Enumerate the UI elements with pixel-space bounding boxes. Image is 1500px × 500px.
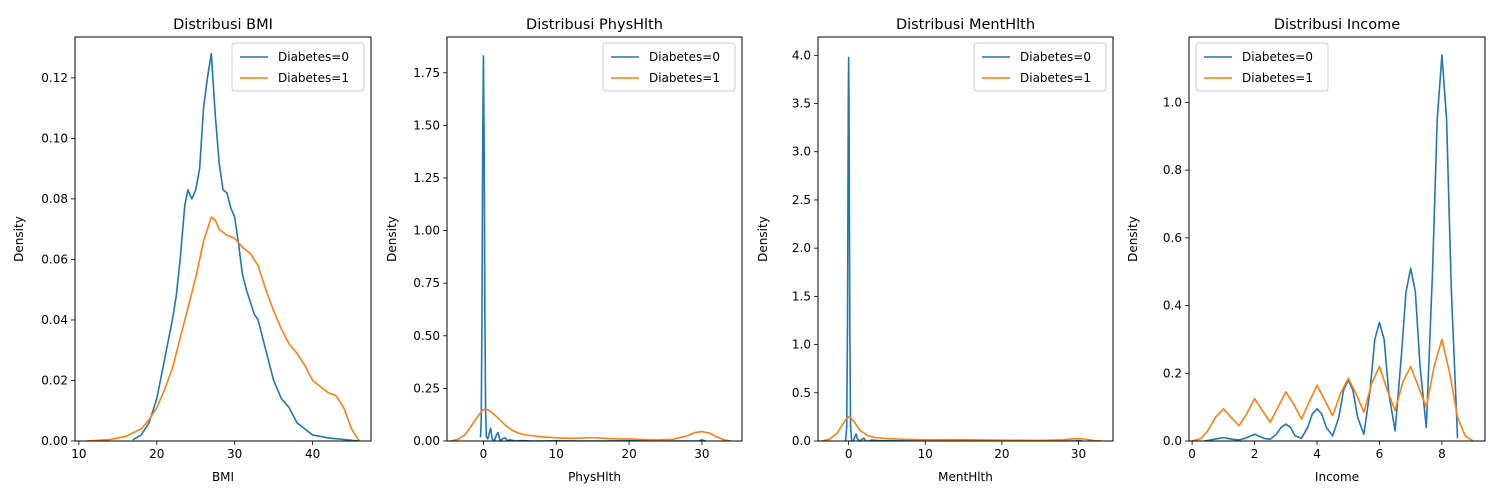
series-line-diabetes-1 [449, 408, 732, 441]
chart-panel-1: 10 20 30 40 0.00 0.02 0.04 0.06 0.08 0.10 0.12 Dist… [12, 17, 372, 484]
legend-label: Diabetes=0 [1242, 50, 1313, 64]
y-axis-label: Density [1126, 216, 1140, 262]
chart-panel-3: 0 10 20 30 0.0 0.5 1.0 1.5 2.0 2.5 3.0 3.5 4.0 Distri… [756, 17, 1114, 484]
plot-frame [446, 36, 743, 442]
y-tick-label: 0.0 [1163, 434, 1182, 448]
y-tick-label: 1.0 [792, 338, 811, 352]
x-tick-label: 20 [149, 447, 164, 461]
x-axis-label: BMI [212, 470, 234, 484]
y-tick-label: 4.0 [792, 48, 811, 62]
y-tick-label: 1.0 [1163, 95, 1182, 109]
legend-box [602, 42, 736, 92]
legend-label: Diabetes=1 [1020, 71, 1091, 85]
legend: Diabetes=0 Diabetes=1 [973, 42, 1107, 92]
series-line-diabetes-1 [821, 416, 1103, 441]
legend-label: Diabetes=1 [1242, 71, 1313, 85]
chart-panel-4: 0 2 4 6 8 0.0 0.2 0.4 0.6 0.8 1.0 Distribusi Income… [1126, 17, 1486, 484]
series-line-diabetes-1 [1191, 338, 1474, 441]
y-tick-label: 0.4 [1163, 299, 1182, 313]
x-tick-label: 0 [845, 447, 853, 461]
y-tick-label: 0.00 [413, 434, 440, 448]
x-axis-label: PhysHlth [568, 470, 621, 484]
x-tick-label: 0 [1188, 447, 1196, 461]
x-tick-label: 2 [1251, 447, 1259, 461]
x-tick-label: 10 [71, 447, 86, 461]
y-tick-label: 0.12 [41, 71, 68, 85]
plot-frame [817, 36, 1114, 442]
series-line-diabetes-0 [132, 52, 361, 441]
y-tick-label: 0.04 [41, 313, 68, 327]
y-tick-label: 0.02 [41, 373, 68, 387]
chart-title: Distribusi BMI [173, 17, 273, 33]
legend-label: Diabetes=0 [278, 50, 349, 64]
y-axis-label: Density [756, 216, 770, 262]
y-tick-label: 2.5 [792, 193, 811, 207]
y-axis-label: Density [385, 216, 399, 262]
x-tick-label: 8 [1438, 447, 1446, 461]
y-tick-label: 1.00 [413, 224, 440, 238]
legend-label: Diabetes=1 [649, 71, 720, 85]
y-tick-label: 0.6 [1163, 231, 1182, 245]
x-tick-label: 30 [1071, 447, 1086, 461]
legend: Diabetes=0 Diabetes=1 [231, 42, 365, 92]
x-tick-label: 10 [918, 447, 933, 461]
y-tick-label: 0.75 [413, 276, 440, 290]
x-tick-label: 40 [305, 447, 320, 461]
y-tick-label: 0.08 [41, 192, 68, 206]
y-tick-label: 0.10 [41, 131, 68, 145]
y-tick-label: 0.00 [41, 434, 68, 448]
y-tick-label: 1.50 [413, 118, 440, 132]
x-tick-label: 30 [227, 447, 242, 461]
chart-panel-2: 0 10 20 30 0.00 0.25 0.50 0.75 1.00 1.25 1.50 1.75 D… [385, 17, 743, 484]
legend-label: Diabetes=0 [1020, 50, 1091, 64]
y-tick-label: 0.0 [792, 434, 811, 448]
y-tick-label: 0.25 [413, 381, 440, 395]
y-tick-label: 3.0 [792, 145, 811, 159]
y-tick-label: 2.0 [792, 241, 811, 255]
y-axis-label: Density [12, 216, 26, 262]
legend-box [231, 42, 365, 92]
y-tick-label: 0.50 [413, 329, 440, 343]
legend: Diabetes=0 Diabetes=1 [602, 42, 736, 92]
y-tick-label: 1.5 [792, 289, 811, 303]
x-tick-label: 20 [994, 447, 1009, 461]
x-axis-label: Income [1315, 470, 1359, 484]
series-line-diabetes-0 [844, 56, 1084, 441]
series-line-diabetes-1 [85, 216, 361, 441]
series-line-diabetes-0 [1203, 54, 1459, 441]
legend-label: Diabetes=0 [649, 50, 720, 64]
x-tick-label: 0 [480, 447, 488, 461]
y-tick-label: 3.5 [792, 97, 811, 111]
y-tick-label: 0.8 [1163, 163, 1182, 177]
legend: Diabetes=0 Diabetes=1 [1195, 42, 1329, 92]
chart-title: Distribusi Income [1274, 17, 1400, 33]
y-tick-label: 0.5 [792, 386, 811, 400]
y-tick-label: 1.25 [413, 171, 440, 185]
legend-label: Diabetes=1 [278, 71, 349, 85]
chart-title: Distribusi MentHlth [896, 17, 1035, 33]
y-tick-label: 0.2 [1163, 366, 1182, 380]
y-tick-label: 0.06 [41, 252, 68, 266]
x-axis-label: MentHlth [938, 470, 993, 484]
legend-box [973, 42, 1107, 92]
plot-frame [74, 36, 372, 442]
x-tick-label: 6 [1376, 447, 1384, 461]
x-tick-label: 4 [1313, 447, 1321, 461]
x-tick-label: 10 [549, 447, 564, 461]
legend-box [1195, 42, 1329, 92]
x-tick-label: 30 [694, 447, 709, 461]
chart-title: Distribusi PhysHlth [526, 17, 663, 33]
series-line-diabetes-0 [479, 55, 707, 441]
plot-frame [1188, 36, 1486, 442]
x-tick-label: 20 [621, 447, 636, 461]
y-tick-label: 1.75 [413, 66, 440, 80]
